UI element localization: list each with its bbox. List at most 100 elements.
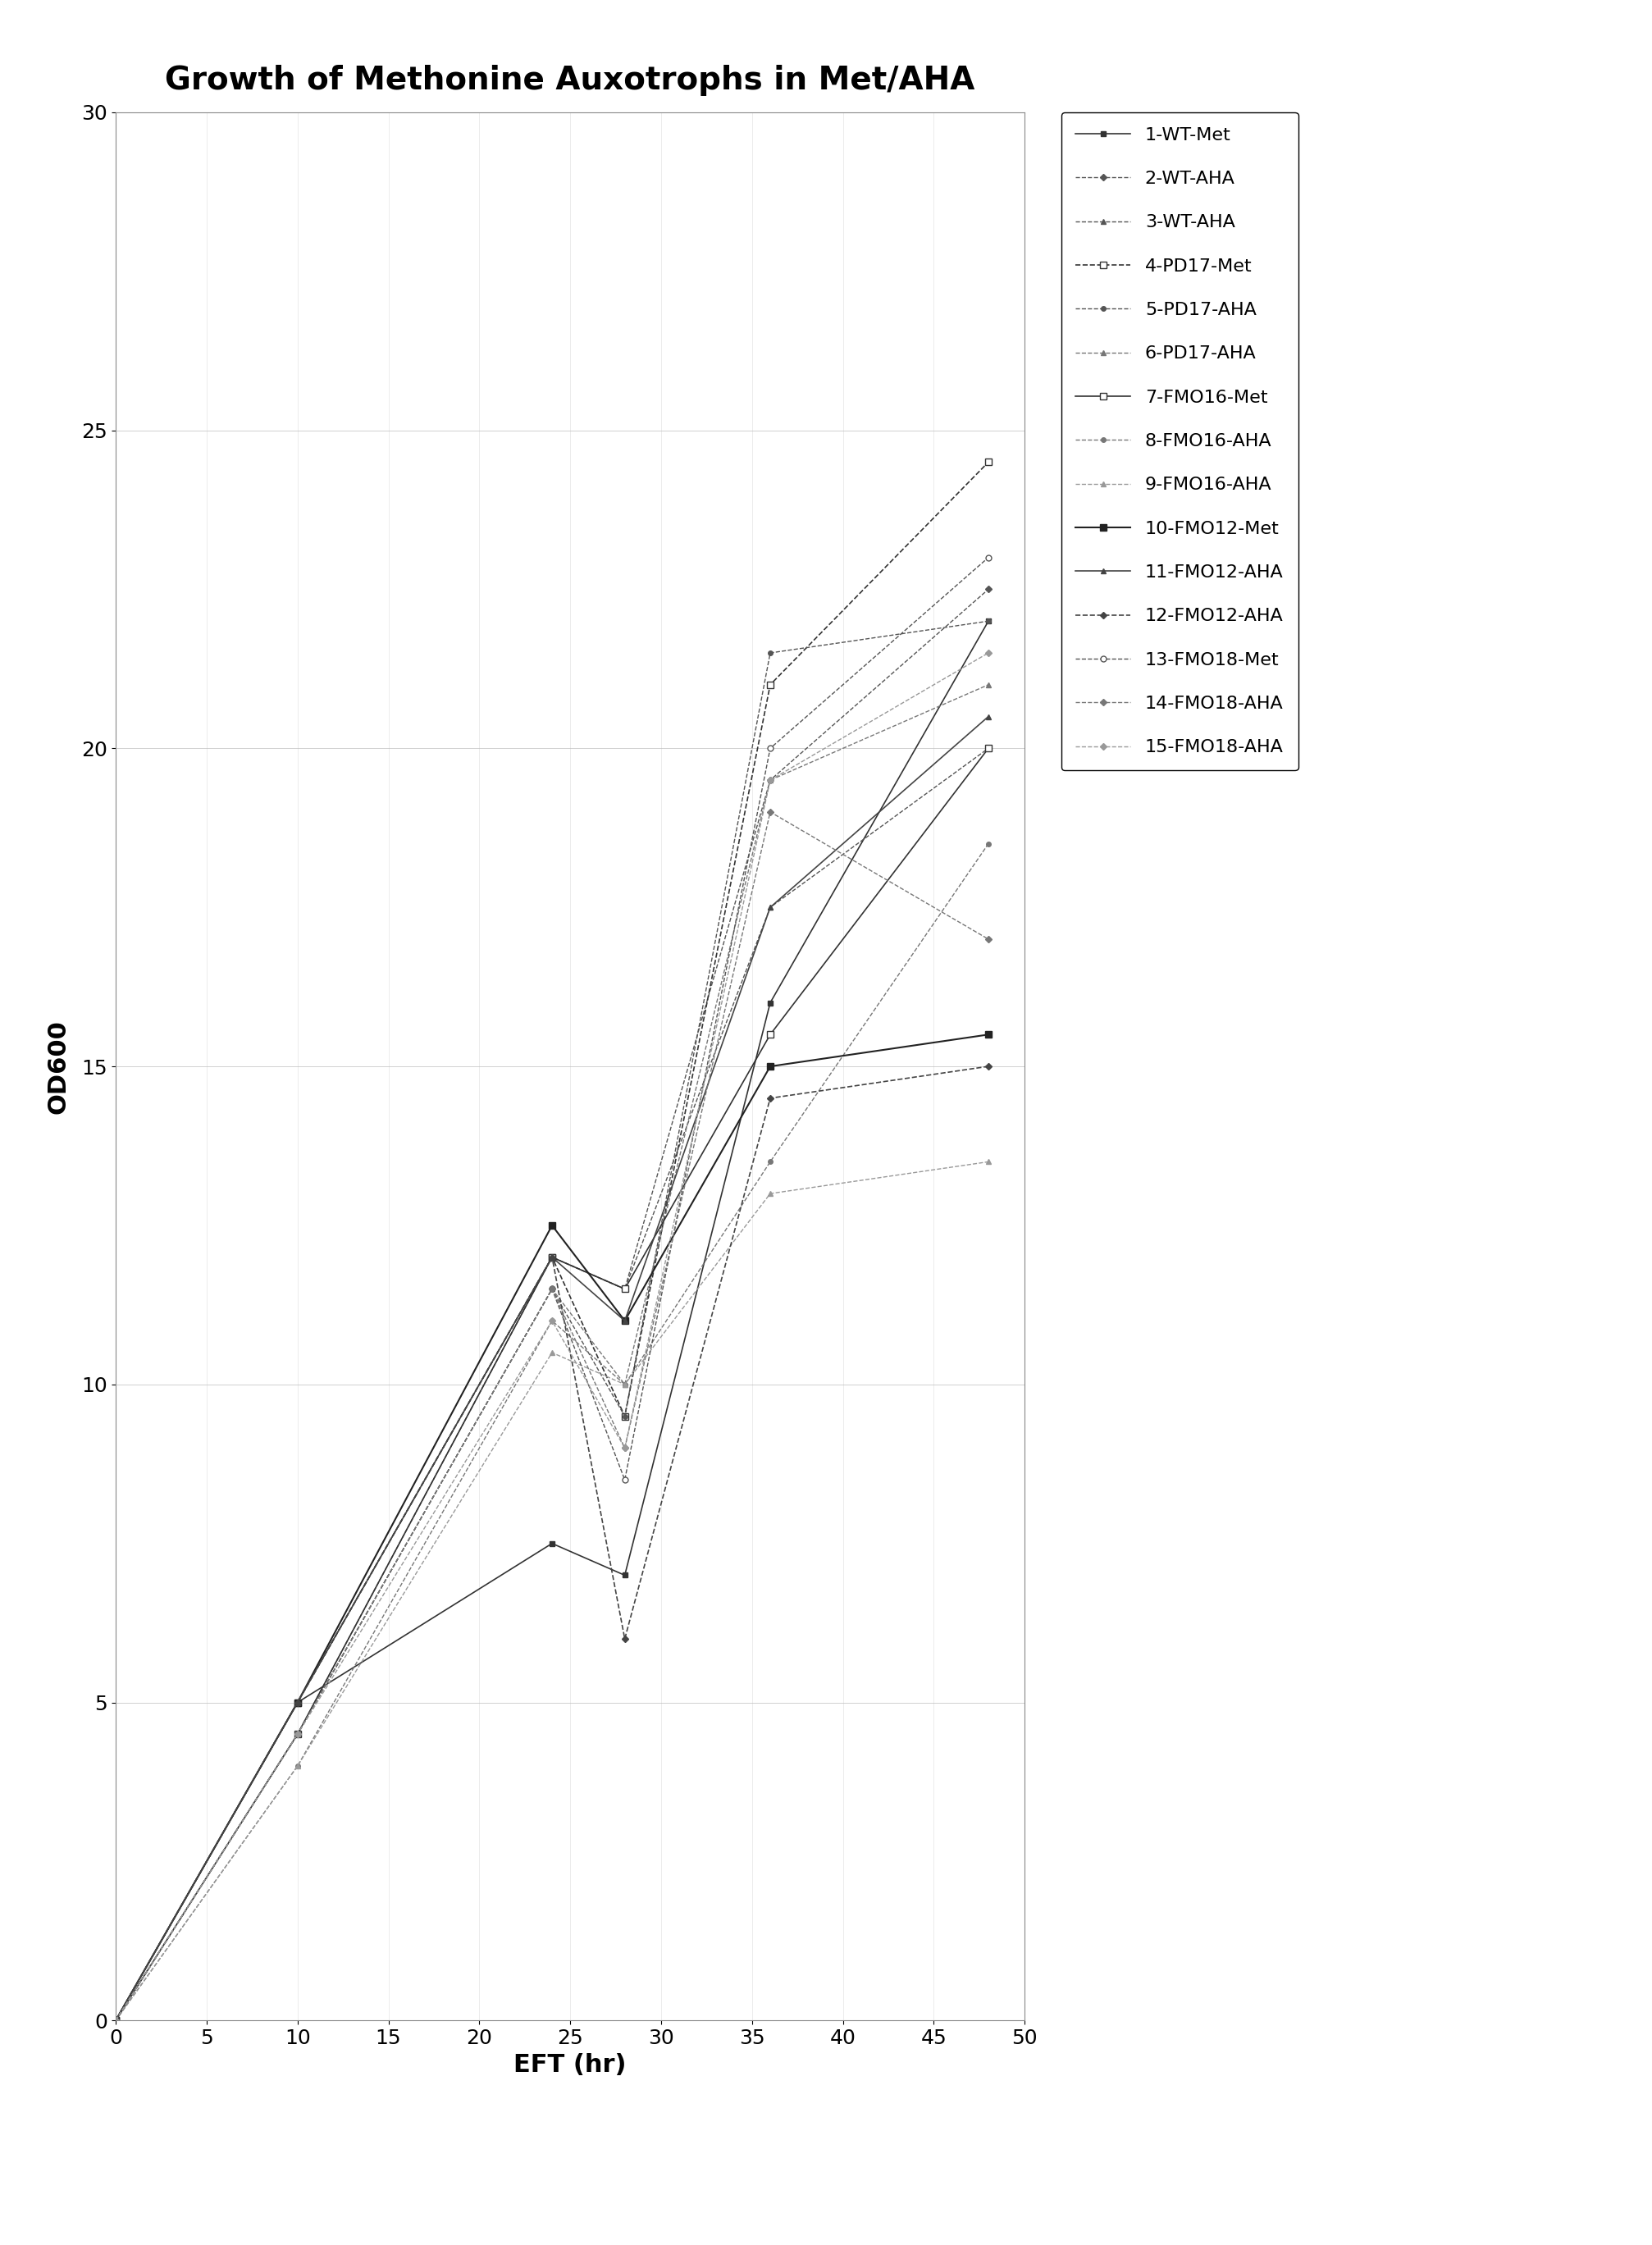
- 7-FMO16-Met: [106, 2007, 126, 2034]
- Line: 14-FMO18-AHA: 14-FMO18-AHA: [114, 810, 990, 2023]
- 5-PD17-AHA: [106, 2007, 126, 2034]
- 13-FMO18-Met: [760, 734, 780, 761]
- 6-PD17-AHA: [615, 1372, 634, 1399]
- 13-FMO18-Met: [106, 2007, 126, 2034]
- 5-PD17-AHA: [287, 1720, 307, 1747]
- 5-PD17-AHA: [978, 608, 998, 635]
- Line: 8-FMO16-AHA: 8-FMO16-AHA: [114, 842, 990, 2023]
- 4-PD17-Met: [760, 671, 780, 698]
- 11-FMO12-AHA: [106, 2007, 126, 2034]
- X-axis label: EFT (hr): EFT (hr): [514, 2052, 626, 2077]
- Line: 9-FMO16-AHA: 9-FMO16-AHA: [112, 1158, 991, 2023]
- 8-FMO16-AHA: [542, 1307, 562, 1334]
- 2-WT-AHA: [978, 575, 998, 602]
- 9-FMO16-AHA: [106, 2007, 126, 2034]
- 2-WT-AHA: [760, 766, 780, 792]
- Line: 2-WT-AHA: 2-WT-AHA: [114, 586, 990, 2023]
- 14-FMO18-AHA: [760, 799, 780, 826]
- Line: 1-WT-Met: 1-WT-Met: [112, 617, 991, 2023]
- Line: 10-FMO12-Met: 10-FMO12-Met: [112, 1030, 991, 2025]
- 7-FMO16-Met: [542, 1244, 562, 1271]
- 13-FMO18-Met: [978, 543, 998, 570]
- 15-FMO18-AHA: [542, 1307, 562, 1334]
- 1-WT-Met: [106, 2007, 126, 2034]
- 3-WT-AHA: [106, 2007, 126, 2034]
- Line: 12-FMO12-AHA: 12-FMO12-AHA: [114, 1064, 990, 2023]
- 2-WT-AHA: [615, 1275, 634, 1302]
- 11-FMO12-AHA: [978, 703, 998, 730]
- 12-FMO12-AHA: [542, 1244, 562, 1271]
- Line: 4-PD17-Met: 4-PD17-Met: [112, 458, 991, 2025]
- 6-PD17-AHA: [978, 671, 998, 698]
- 12-FMO12-AHA: [106, 2007, 126, 2034]
- 5-PD17-AHA: [760, 640, 780, 667]
- 15-FMO18-AHA: [760, 766, 780, 792]
- 11-FMO12-AHA: [615, 1307, 634, 1334]
- Line: 13-FMO18-Met: 13-FMO18-Met: [112, 555, 991, 2023]
- Line: 11-FMO12-AHA: 11-FMO12-AHA: [112, 714, 991, 2023]
- 11-FMO12-AHA: [542, 1244, 562, 1271]
- 1-WT-Met: [760, 990, 780, 1017]
- 15-FMO18-AHA: [287, 1720, 307, 1747]
- 15-FMO18-AHA: [615, 1435, 634, 1461]
- 10-FMO12-Met: [542, 1212, 562, 1239]
- 9-FMO16-AHA: [978, 1149, 998, 1176]
- 1-WT-Met: [615, 1563, 634, 1589]
- 7-FMO16-Met: [978, 734, 998, 761]
- 10-FMO12-Met: [978, 1021, 998, 1048]
- 4-PD17-Met: [106, 2007, 126, 2034]
- 12-FMO12-AHA: [978, 1053, 998, 1080]
- 3-WT-AHA: [615, 1275, 634, 1302]
- 12-FMO12-AHA: [760, 1084, 780, 1111]
- Title: Growth of Methonine Auxotrophs in Met/AHA: Growth of Methonine Auxotrophs in Met/AH…: [165, 65, 975, 97]
- 10-FMO12-Met: [287, 1688, 307, 1715]
- 2-WT-AHA: [542, 1244, 562, 1271]
- 3-WT-AHA: [978, 734, 998, 761]
- 14-FMO18-AHA: [287, 1720, 307, 1747]
- 4-PD17-Met: [287, 1688, 307, 1715]
- 12-FMO12-AHA: [615, 1625, 634, 1652]
- 1-WT-Met: [542, 1531, 562, 1558]
- 13-FMO18-Met: [615, 1466, 634, 1493]
- Line: 3-WT-AHA: 3-WT-AHA: [112, 745, 991, 2023]
- 2-WT-AHA: [106, 2007, 126, 2034]
- 2-WT-AHA: [287, 1688, 307, 1715]
- 8-FMO16-AHA: [760, 1149, 780, 1176]
- 9-FMO16-AHA: [760, 1181, 780, 1208]
- 15-FMO18-AHA: [978, 640, 998, 667]
- 6-PD17-AHA: [542, 1275, 562, 1302]
- 14-FMO18-AHA: [106, 2007, 126, 2034]
- 10-FMO12-Met: [615, 1307, 634, 1334]
- 1-WT-Met: [978, 608, 998, 635]
- 14-FMO18-AHA: [978, 925, 998, 952]
- 13-FMO18-Met: [542, 1275, 562, 1302]
- 8-FMO16-AHA: [615, 1372, 634, 1399]
- Line: 5-PD17-AHA: 5-PD17-AHA: [114, 620, 990, 2023]
- 11-FMO12-AHA: [760, 894, 780, 920]
- 7-FMO16-Met: [287, 1720, 307, 1747]
- 6-PD17-AHA: [287, 1720, 307, 1747]
- 3-WT-AHA: [760, 894, 780, 920]
- 11-FMO12-AHA: [287, 1688, 307, 1715]
- 6-PD17-AHA: [106, 2007, 126, 2034]
- 1-WT-Met: [287, 1688, 307, 1715]
- Line: 6-PD17-AHA: 6-PD17-AHA: [112, 682, 991, 2023]
- 8-FMO16-AHA: [106, 2007, 126, 2034]
- 14-FMO18-AHA: [542, 1275, 562, 1302]
- 10-FMO12-Met: [106, 2007, 126, 2034]
- 8-FMO16-AHA: [978, 831, 998, 858]
- 9-FMO16-AHA: [287, 1753, 307, 1780]
- 5-PD17-AHA: [542, 1275, 562, 1302]
- 7-FMO16-Met: [760, 1021, 780, 1048]
- Legend: 1-WT-Met, 2-WT-AHA, 3-WT-AHA, 4-PD17-Met, 5-PD17-AHA, 6-PD17-AHA, 7-FMO16-Met, 8: 1-WT-Met, 2-WT-AHA, 3-WT-AHA, 4-PD17-Met…: [1061, 112, 1297, 770]
- 4-PD17-Met: [978, 449, 998, 476]
- 9-FMO16-AHA: [615, 1372, 634, 1399]
- 3-WT-AHA: [287, 1720, 307, 1747]
- Line: 15-FMO18-AHA: 15-FMO18-AHA: [114, 651, 990, 2023]
- 4-PD17-Met: [542, 1244, 562, 1271]
- 5-PD17-AHA: [615, 1403, 634, 1430]
- 13-FMO18-Met: [287, 1720, 307, 1747]
- 10-FMO12-Met: [760, 1053, 780, 1080]
- 7-FMO16-Met: [615, 1275, 634, 1302]
- 8-FMO16-AHA: [287, 1753, 307, 1780]
